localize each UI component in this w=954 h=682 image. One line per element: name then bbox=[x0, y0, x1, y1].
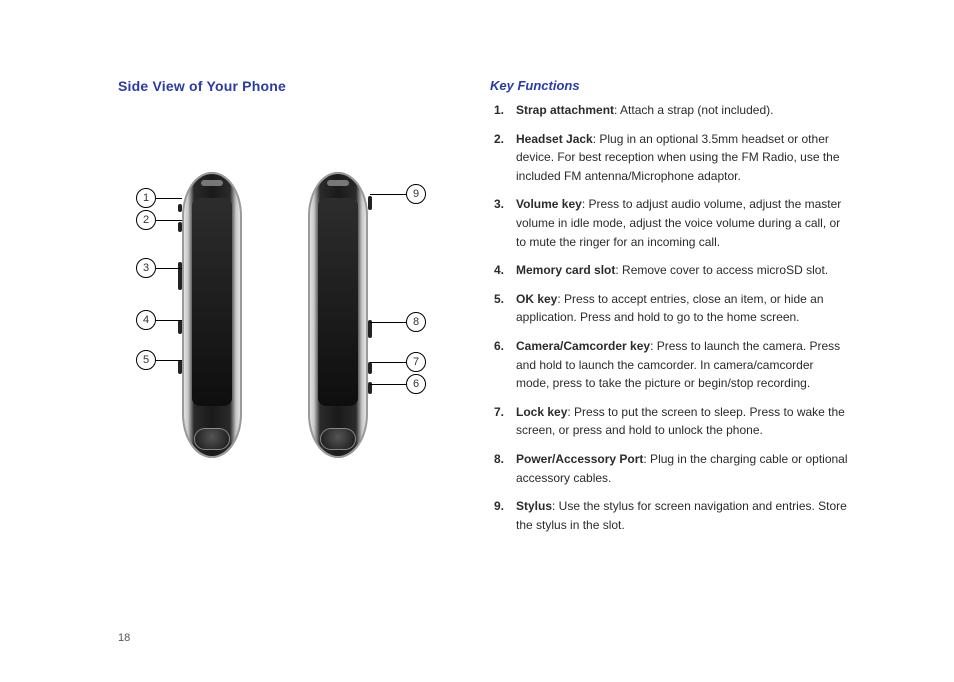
function-term: Lock key bbox=[516, 405, 567, 419]
callout-3: 3 bbox=[136, 259, 182, 277]
callout-7: 7 bbox=[370, 353, 426, 371]
list-item: 3.Volume key: Press to adjust audio volu… bbox=[490, 195, 850, 251]
list-item: 4. Memory card slot: Remove cover to acce… bbox=[490, 261, 850, 280]
callout-leader-line bbox=[370, 362, 406, 363]
left-column: Side View of Your Phone bbox=[118, 78, 468, 102]
section-heading-side-view: Side View of Your Phone bbox=[118, 78, 468, 94]
list-item: 2.Headset Jack: Plug in an optional 3.5m… bbox=[490, 130, 850, 186]
callout-number-circle: 2 bbox=[136, 210, 156, 230]
phone-earpiece bbox=[201, 180, 223, 186]
list-item: 5. OK key: Press to accept entries, close… bbox=[490, 290, 850, 327]
callout-leader-line bbox=[370, 384, 406, 385]
callout-number-circle: 4 bbox=[136, 310, 156, 330]
callout-number-circle: 3 bbox=[136, 258, 156, 278]
function-number: 8. bbox=[494, 450, 504, 469]
phone-earpiece bbox=[327, 180, 349, 186]
callout-leader-line bbox=[156, 360, 182, 361]
callout-number-circle: 8 bbox=[406, 312, 426, 332]
function-number: 2. bbox=[494, 130, 504, 149]
function-term: Camera/Camcorder key bbox=[516, 339, 650, 353]
page-number: 18 bbox=[118, 632, 130, 644]
callout-leader-line bbox=[156, 198, 182, 199]
list-item: 7.Lock key: Press to put the screen to s… bbox=[490, 403, 850, 440]
callout-leader-line bbox=[156, 268, 182, 269]
function-term: Stylus bbox=[516, 499, 552, 513]
phone-right-side-view bbox=[304, 168, 372, 462]
callout-1: 1 bbox=[136, 189, 182, 207]
function-number: 9. bbox=[494, 497, 504, 516]
callout-number-circle: 6 bbox=[406, 374, 426, 394]
callout-number-circle: 5 bbox=[136, 350, 156, 370]
function-number: 5. bbox=[494, 290, 504, 309]
phone-screen bbox=[192, 198, 232, 406]
callout-number-circle: 1 bbox=[136, 188, 156, 208]
callout-9: 9 bbox=[370, 185, 426, 203]
callout-leader-line bbox=[156, 320, 182, 321]
function-description: : Remove cover to access microSD slot. bbox=[615, 263, 828, 277]
manual-page: Side View of Your Phone 12 3 4 5 9 8 76 Key Fu… bbox=[0, 0, 954, 682]
callout-leader-line bbox=[370, 194, 406, 195]
function-description: : Use the stylus for screen navigation a… bbox=[516, 499, 847, 532]
function-number: 4. bbox=[494, 261, 504, 280]
callout-5: 5 bbox=[136, 351, 182, 369]
list-item: 8.Power/Accessory Port: Plug in the char… bbox=[490, 450, 850, 487]
callout-leader-line bbox=[370, 322, 406, 323]
function-description: : Press to accept entries, close an item… bbox=[516, 292, 824, 325]
function-number: 1. bbox=[494, 101, 504, 120]
callout-2: 2 bbox=[136, 211, 182, 229]
function-term: Strap attachment bbox=[516, 103, 614, 117]
function-term: Memory card slot bbox=[516, 263, 615, 277]
list-item: 1. Strap attachment: Attach a strap (not … bbox=[490, 101, 850, 120]
function-term: Power/Accessory Port bbox=[516, 452, 643, 466]
callout-number-circle: 9 bbox=[406, 184, 426, 204]
function-number: 6. bbox=[494, 337, 504, 356]
function-number: 7. bbox=[494, 403, 504, 422]
function-term: Volume key bbox=[516, 197, 582, 211]
callout-leader-line bbox=[156, 220, 182, 221]
phone-screen bbox=[318, 198, 358, 406]
phone-nav-button bbox=[320, 428, 356, 450]
function-term: Headset Jack bbox=[516, 132, 593, 146]
callout-4: 4 bbox=[136, 311, 182, 329]
callout-number-circle: 7 bbox=[406, 352, 426, 372]
list-item: 9. Stylus: Use the stylus for screen navi… bbox=[490, 497, 850, 534]
key-functions-list: 1. Strap attachment: Attach a strap (not … bbox=[490, 101, 850, 534]
list-item: 6.Camera/Camcorder key: Press to launch … bbox=[490, 337, 850, 393]
subheading-key-functions: Key Functions bbox=[490, 78, 850, 93]
phone-side-diagram: 12 3 4 5 9 8 76 bbox=[118, 150, 448, 480]
right-column: Key Functions 1. Strap attachment: Attach… bbox=[490, 78, 850, 544]
function-number: 3. bbox=[494, 195, 504, 214]
function-term: OK key bbox=[516, 292, 557, 306]
function-description: : Attach a strap (not included). bbox=[614, 103, 773, 117]
phone-nav-button bbox=[194, 428, 230, 450]
callout-6: 6 bbox=[370, 375, 426, 393]
phone-left-side-view bbox=[178, 168, 246, 462]
callout-8: 8 bbox=[370, 313, 426, 331]
